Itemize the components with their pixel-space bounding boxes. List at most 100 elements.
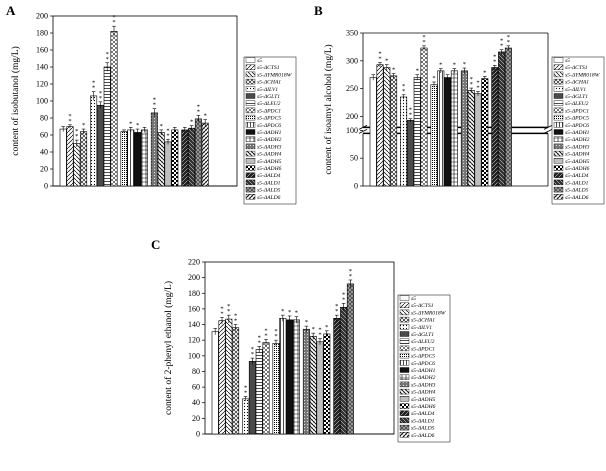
panel-c-legend-swatch <box>399 424 410 431</box>
panel-c-significance-star: * <box>244 389 247 396</box>
panel-a-bar-15 <box>164 141 172 187</box>
panel-c-legend-swatch <box>399 417 410 424</box>
panel-c-legend-label: s5-ΔADH2 <box>411 375 436 381</box>
panel-b-legend-swatch <box>553 100 564 106</box>
panel-c-legend-swatch <box>399 432 410 438</box>
panel-b-bar-19 <box>504 47 512 187</box>
panel-c-bar-7 <box>255 349 263 435</box>
panel-c-legend-label: s5 <box>411 296 416 302</box>
panel-b-legend-swatch <box>553 143 564 150</box>
panel-c-significance-star: * <box>349 268 352 275</box>
panel-c-legend-label: s5-ΔGLT1 <box>411 332 434 338</box>
panel-a-legend-label: s5-ΔADH3 <box>257 144 282 150</box>
panel-c-significance-star: * <box>335 308 338 315</box>
panel-a-bar-5 <box>90 95 98 187</box>
panel-b-bar-12 <box>450 70 458 187</box>
panel-c-significance-star: * <box>318 332 321 339</box>
panel-a-bar-1 <box>59 128 67 187</box>
panel-a-significance-star: * <box>92 85 95 92</box>
panel-b-legend-label: s5-ΔYMR018W <box>565 72 601 78</box>
panel-c-significance-star: * <box>264 332 267 339</box>
panel-c-significance-star: * <box>220 306 223 313</box>
panel-b-legend-label: s5-ΔPDC5 <box>565 116 589 122</box>
panel-c-y-tick-label: 220 <box>188 258 200 267</box>
panel-c-legend-label: s5-ΔCTS1 <box>411 303 434 309</box>
panel-c-legend-label: s5-ΔALD5 <box>411 426 435 432</box>
panel-a-y-tick-label: 200 <box>36 12 48 21</box>
panel-c-y-tick-label: 120 <box>188 336 200 345</box>
panel-a-legend-swatch <box>245 129 256 135</box>
panel-a-legend-label: s5-ΔPDC5 <box>257 116 281 122</box>
panel-a-legend-swatch <box>245 143 256 150</box>
panel-a-significance-star: * <box>92 80 95 87</box>
panel-a-bar-9 <box>120 131 128 187</box>
panel-c-bar-17 <box>333 317 341 435</box>
panel-b-axis-break-mark <box>358 128 368 134</box>
panel-b-significance-star: * <box>483 69 486 76</box>
panel-c-legend-label: s5-ΔALD6 <box>411 433 435 439</box>
panel-b-significance-star: * <box>422 34 425 41</box>
panel-a-bar-14 <box>157 132 165 187</box>
panel-a-significance-star: * <box>190 119 193 126</box>
panel-b-bar-18 <box>498 51 506 187</box>
panel-c-bar-8 <box>262 342 270 435</box>
panel-a-letter: A <box>6 3 16 18</box>
panel-a-legend-swatch <box>245 194 256 200</box>
panel-b-legend-label: s5-ΔGLT1 <box>565 94 588 100</box>
panel-b-legend-swatch <box>553 179 564 186</box>
panel-b-bar-17 <box>491 67 499 187</box>
panel-a-bar-13 <box>150 112 158 187</box>
panel-c-legend-swatch <box>399 309 410 316</box>
panel-b-bar-15 <box>474 93 482 187</box>
panel-b-legend-label: s5 <box>565 58 570 64</box>
panel-c-y-tick-label: 20 <box>192 414 200 423</box>
panel-b-legend-label: s5-ΔADH5 <box>565 159 590 165</box>
panel-a-legend-label: s5-ΔCTS1 <box>257 65 280 71</box>
panel-c-bar-5 <box>242 398 250 435</box>
panel-c-significance-star: * <box>220 311 223 318</box>
panel-a-bar-16 <box>171 129 179 187</box>
panel-b-legend-label: s5-ΔADH4 <box>565 152 590 158</box>
panel-c-bar-2 <box>218 320 226 435</box>
panel-b-legend-swatch <box>553 129 564 135</box>
panel-a-bar-8 <box>110 30 118 187</box>
panel-c-legend-label: s5-ΔYMR018W <box>411 310 447 316</box>
panel-c-significance-star: * <box>234 318 237 325</box>
panel-a-significance-star: * <box>204 113 207 120</box>
panel-c-legend-swatch <box>399 302 410 308</box>
panel-a-bar-17 <box>181 129 189 187</box>
panel-a-legend-swatch <box>245 64 256 70</box>
panel-a-legend-swatch <box>245 172 256 178</box>
panel-b-y-tick-label: 350 <box>346 29 358 38</box>
panel-b-legend-swatch <box>553 136 564 142</box>
panel-a-significance-star: * <box>129 120 132 127</box>
panel-a-significance-star: * <box>82 122 85 129</box>
panel-b-legend-swatch <box>553 165 564 171</box>
panel-c-significance-star: * <box>342 291 345 298</box>
panel-c-legend-label: s5-ΔADH6 <box>411 404 436 410</box>
panel-b-bar-1 <box>369 77 377 187</box>
panel-a-legend-swatch <box>245 122 256 128</box>
panel-c-significance-star: * <box>318 327 321 334</box>
panel-b-bar-3 <box>383 67 391 187</box>
panel-b-y-tick-label: 250 <box>346 84 358 93</box>
panel-c-bar-16 <box>323 333 331 435</box>
panel-b-bar-9 <box>430 84 438 187</box>
panel-a-legend-swatch <box>245 93 256 99</box>
panel-a-legend-label: s5-ΔLEU2 <box>257 101 281 107</box>
panel-b-significance-star: * <box>470 81 473 88</box>
panel-a-y-tick-label: 60 <box>40 131 48 140</box>
panel-c-significance-star: * <box>234 313 237 320</box>
panel-b-significance-star: * <box>378 50 381 57</box>
panel-b-bar-13 <box>460 70 468 187</box>
panel-a-legend-label: s5-ΔALD6 <box>257 195 281 201</box>
panel-c-legend-label: s5-ΔADH1 <box>411 368 436 374</box>
panel-c-legend-swatch <box>399 316 410 323</box>
panel-c-legend-swatch <box>399 352 410 359</box>
panel-c-bar-19 <box>346 283 354 435</box>
panel-a-bar-7 <box>103 66 111 187</box>
panel-b-y-tick-label: 50 <box>350 154 358 163</box>
panel-a-legend-label: s5-ΔYMR018W <box>257 72 293 78</box>
panel-b-legend-label: s5-ΔALD1 <box>565 180 589 186</box>
panel-c-significance-star: * <box>251 351 254 358</box>
